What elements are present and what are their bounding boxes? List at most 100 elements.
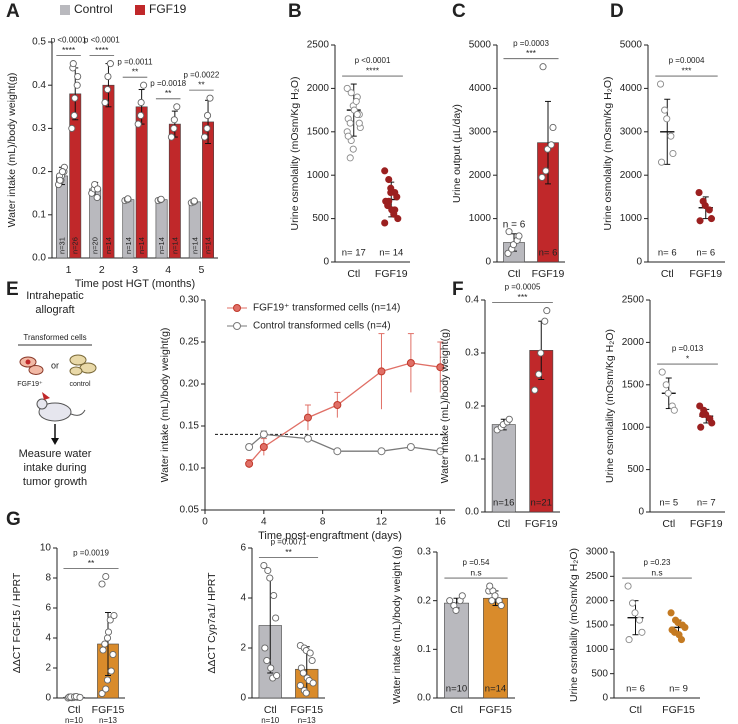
panel: G ΔΔCT FGF15 / HPRT 0 2 4 6 8 10 Ctl FGF15 n=10 n=1… (6, 509, 125, 724)
panel-letter: C (452, 1, 466, 22)
data-point (71, 94, 79, 102)
y-tick-label: 2000 (469, 170, 492, 181)
x-tick-label: FGF15 (290, 704, 323, 716)
data-point (497, 601, 505, 610)
data-point (667, 132, 675, 140)
data-point (385, 197, 393, 205)
data-point (549, 123, 557, 132)
y-tick-label: 0.2 (465, 401, 479, 412)
data-point (134, 120, 142, 128)
panel: C Urine output (µL/day) 0 1000 2000 3000 4000 5… (451, 1, 565, 280)
data-point (543, 307, 551, 315)
marker (333, 401, 342, 409)
panel: Water intake (mL)/body weight (g) 0.0 0.1 0… (391, 546, 515, 716)
n-label: n= 6 (658, 248, 677, 259)
y-axis-label: Water intake (mL)/body weight (g) (391, 546, 403, 704)
y-tick-label: 3000 (586, 547, 609, 558)
data-point (708, 419, 716, 427)
data-point (537, 349, 545, 357)
p-value: p =0.0019 (73, 549, 109, 558)
legend-label: FGF19 (149, 2, 187, 16)
data-point (309, 679, 317, 687)
y-tick-label: 1500 (586, 620, 609, 631)
data-point (94, 185, 102, 193)
y-tick-label: 8 (45, 573, 51, 584)
data-point (99, 646, 107, 654)
bar (135, 106, 148, 259)
bar (444, 602, 469, 699)
x-tick-label: 8 (320, 517, 326, 528)
control-label: control (69, 381, 90, 388)
n-label: n=10 (261, 716, 280, 724)
data-point (491, 592, 499, 600)
y-tick-label: 0.15 (180, 421, 200, 432)
data-point (667, 609, 675, 617)
data-point (381, 219, 389, 227)
p-value: p =0.0022 (183, 70, 219, 79)
marker (377, 447, 386, 456)
marker (303, 413, 312, 422)
y-tick-label: 1000 (307, 170, 330, 181)
significance-stars: ** (165, 88, 172, 98)
data-point (486, 582, 494, 590)
data-point (56, 176, 64, 184)
data-point (349, 145, 357, 153)
y-tick-label: 0.1 (417, 644, 431, 655)
x-tick-label: Ctl (508, 268, 521, 280)
y-tick-label: 2500 (307, 40, 330, 51)
n-label: n= 9 (669, 684, 688, 695)
p-value: p =0.0005 (505, 283, 541, 292)
bar (483, 597, 508, 699)
marker (259, 430, 268, 439)
data-point (696, 217, 704, 225)
data-point (446, 597, 454, 605)
cell-nucleus (25, 359, 31, 365)
y-tick-label: 5000 (620, 40, 643, 51)
significance-stars: n.s (470, 567, 481, 577)
data-point (93, 193, 101, 202)
data-point (657, 158, 666, 166)
n-label: n=21 (531, 498, 552, 509)
data-point (103, 85, 112, 94)
data-point (346, 154, 354, 162)
panel-letter: G (6, 509, 21, 530)
or-label: or (51, 360, 59, 370)
y-tick-label: 1500 (307, 126, 330, 137)
data-point (542, 167, 550, 175)
significance-stars: ** (88, 558, 95, 568)
mouse-body (38, 402, 72, 422)
y-tick-label: 6 (240, 543, 246, 554)
data-point (699, 410, 707, 419)
marker (259, 443, 268, 451)
x-tick-label: 4 (165, 264, 171, 276)
legend-label: Control transformed cells (n=4) (253, 321, 391, 332)
data-point (488, 597, 496, 605)
data-point (70, 111, 78, 119)
y-tick-label: 1000 (586, 644, 609, 655)
significance-stars: *** (518, 292, 529, 302)
data-point (391, 206, 399, 214)
allograft-diagram: Intrahepatic allograft Transformed cells… (17, 290, 97, 488)
y-tick-label: 2500 (586, 571, 609, 582)
x-tick-label: FGF15 (662, 704, 695, 716)
data-point (98, 689, 106, 698)
data-point (696, 402, 704, 410)
data-point (106, 616, 114, 624)
y-tick-label: 1000 (620, 213, 643, 224)
data-point (394, 215, 402, 223)
data-point (110, 611, 118, 620)
x-tick-label: Ctl (662, 518, 675, 530)
data-point (505, 415, 513, 423)
significance-stars: n.s (651, 567, 662, 577)
n-label: n=31 (57, 237, 66, 254)
x-tick-label: FGF15 (479, 704, 512, 716)
n-label: n=14 (104, 237, 113, 254)
panel: A Water intake (mL)/body weight(g) 0.0 0.1 0… (6, 1, 220, 290)
data-point (669, 149, 677, 158)
data-point (344, 132, 352, 140)
y-tick-label: 0 (240, 693, 246, 704)
data-point (190, 197, 198, 205)
data-point (157, 195, 165, 203)
y-tick-label: 0 (636, 257, 642, 268)
x-tick-label: Ctl (347, 268, 360, 280)
